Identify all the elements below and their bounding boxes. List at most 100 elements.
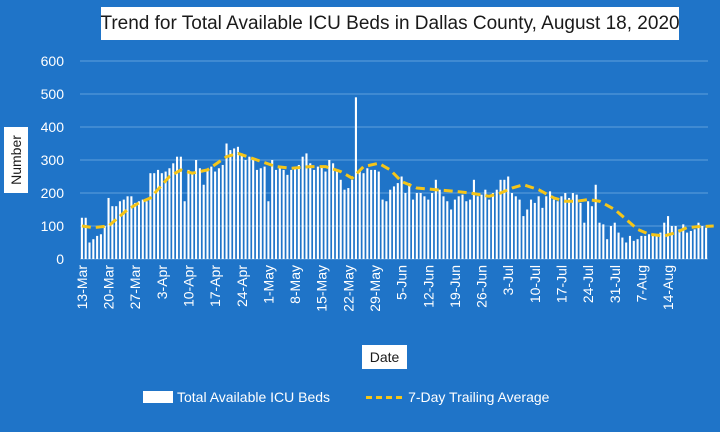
- bar: [229, 150, 232, 259]
- x-axis-label: Date: [362, 345, 407, 369]
- bar: [214, 171, 217, 259]
- bar: [293, 168, 297, 259]
- bar: [590, 206, 593, 259]
- bar: [663, 222, 666, 259]
- bar: [176, 156, 179, 259]
- bar: [160, 173, 163, 259]
- bar: [419, 193, 422, 259]
- bar: [693, 229, 696, 259]
- x-tick-label: 20-Mar: [101, 265, 117, 310]
- bar: [396, 183, 399, 259]
- bar: [552, 199, 555, 259]
- bar: [461, 194, 464, 259]
- bar: [701, 226, 704, 259]
- y-tick-label: 200: [41, 185, 65, 201]
- x-tick-label: 1-May: [260, 265, 276, 304]
- bar: [282, 169, 285, 259]
- x-tick-label: 15-May: [314, 265, 330, 312]
- bar: [335, 169, 338, 259]
- bar: [533, 202, 536, 259]
- bar: [362, 173, 365, 259]
- bar: [705, 227, 708, 259]
- legend-line-label: 7-Day Trailing Average: [408, 389, 550, 405]
- bar: [373, 169, 377, 259]
- bar: [122, 199, 125, 259]
- bar: [545, 196, 548, 259]
- bar: [92, 239, 95, 259]
- legend: Total Available ICU Beds 7-Day Trailing …: [143, 386, 549, 408]
- bar: [88, 242, 91, 259]
- bar: [115, 206, 118, 259]
- bar: [259, 168, 262, 259]
- bar: [549, 191, 552, 259]
- x-tick-label: 31-Jul: [607, 265, 623, 303]
- x-tick-label: 12-Jun: [420, 265, 436, 308]
- bar: [240, 153, 243, 259]
- x-tick-label: 14-Aug: [660, 265, 676, 310]
- legend-line-swatch: [366, 395, 403, 399]
- y-tick-label: 100: [41, 218, 65, 234]
- bar: [137, 201, 141, 259]
- bar: [244, 160, 247, 259]
- x-tick-label: 27-Mar: [127, 265, 143, 310]
- bar: [655, 234, 658, 259]
- bar: [339, 179, 342, 259]
- bar: [271, 160, 274, 259]
- x-tick-label: 29-May: [367, 265, 383, 312]
- bar: [636, 239, 639, 259]
- bar: [537, 196, 540, 259]
- bar: [686, 232, 689, 259]
- bar: [583, 222, 586, 259]
- bar: [598, 222, 601, 259]
- bar: [640, 235, 643, 259]
- bar: [625, 242, 628, 259]
- bar: [267, 201, 270, 259]
- bar: [621, 237, 624, 259]
- bar: [480, 194, 483, 259]
- chart-title: Trend for Total Available ICU Beds in Da…: [100, 7, 680, 40]
- bar: [476, 196, 479, 259]
- y-tick-label: 300: [41, 152, 65, 168]
- bar: [606, 239, 609, 259]
- bar: [96, 235, 99, 259]
- bar: [156, 169, 160, 259]
- bar: [354, 97, 357, 259]
- bar: [560, 196, 563, 259]
- bar: [450, 209, 453, 259]
- bar: [457, 196, 460, 259]
- bar: [465, 201, 468, 259]
- x-tick-label: 7-Aug: [633, 265, 649, 302]
- bar: [647, 234, 651, 259]
- bar: [252, 160, 255, 259]
- bar: [343, 189, 346, 259]
- bar: [351, 179, 354, 259]
- bar: [103, 226, 106, 259]
- x-tick-labels: 13-Mar 20-Mar 27-Mar 3-Apr 10-Apr 17-Apr 24-Ap…: [74, 265, 676, 312]
- bar: [381, 199, 384, 259]
- bar: [202, 184, 205, 259]
- bar-series: [80, 97, 708, 259]
- bar: [682, 224, 685, 259]
- bar: [503, 179, 506, 259]
- bar: [499, 179, 502, 259]
- bar: [221, 164, 224, 259]
- bar: [210, 166, 213, 259]
- bar: [568, 197, 571, 259]
- bar: [659, 232, 662, 259]
- legend-bar-label: Total Available ICU Beds: [177, 389, 331, 405]
- bar: [491, 193, 495, 259]
- bar: [324, 171, 327, 259]
- bar: [571, 193, 574, 259]
- bar: [541, 207, 544, 259]
- bar: [575, 194, 578, 259]
- bar: [290, 169, 293, 259]
- bar: [358, 169, 361, 259]
- bar: [438, 189, 441, 259]
- bar: [149, 173, 152, 259]
- x-tick-label: 17-Apr: [207, 265, 223, 307]
- average-line: [81, 151, 714, 238]
- bar: [514, 196, 517, 259]
- bar: [233, 148, 236, 259]
- bar: [134, 202, 137, 259]
- bar: [522, 216, 525, 259]
